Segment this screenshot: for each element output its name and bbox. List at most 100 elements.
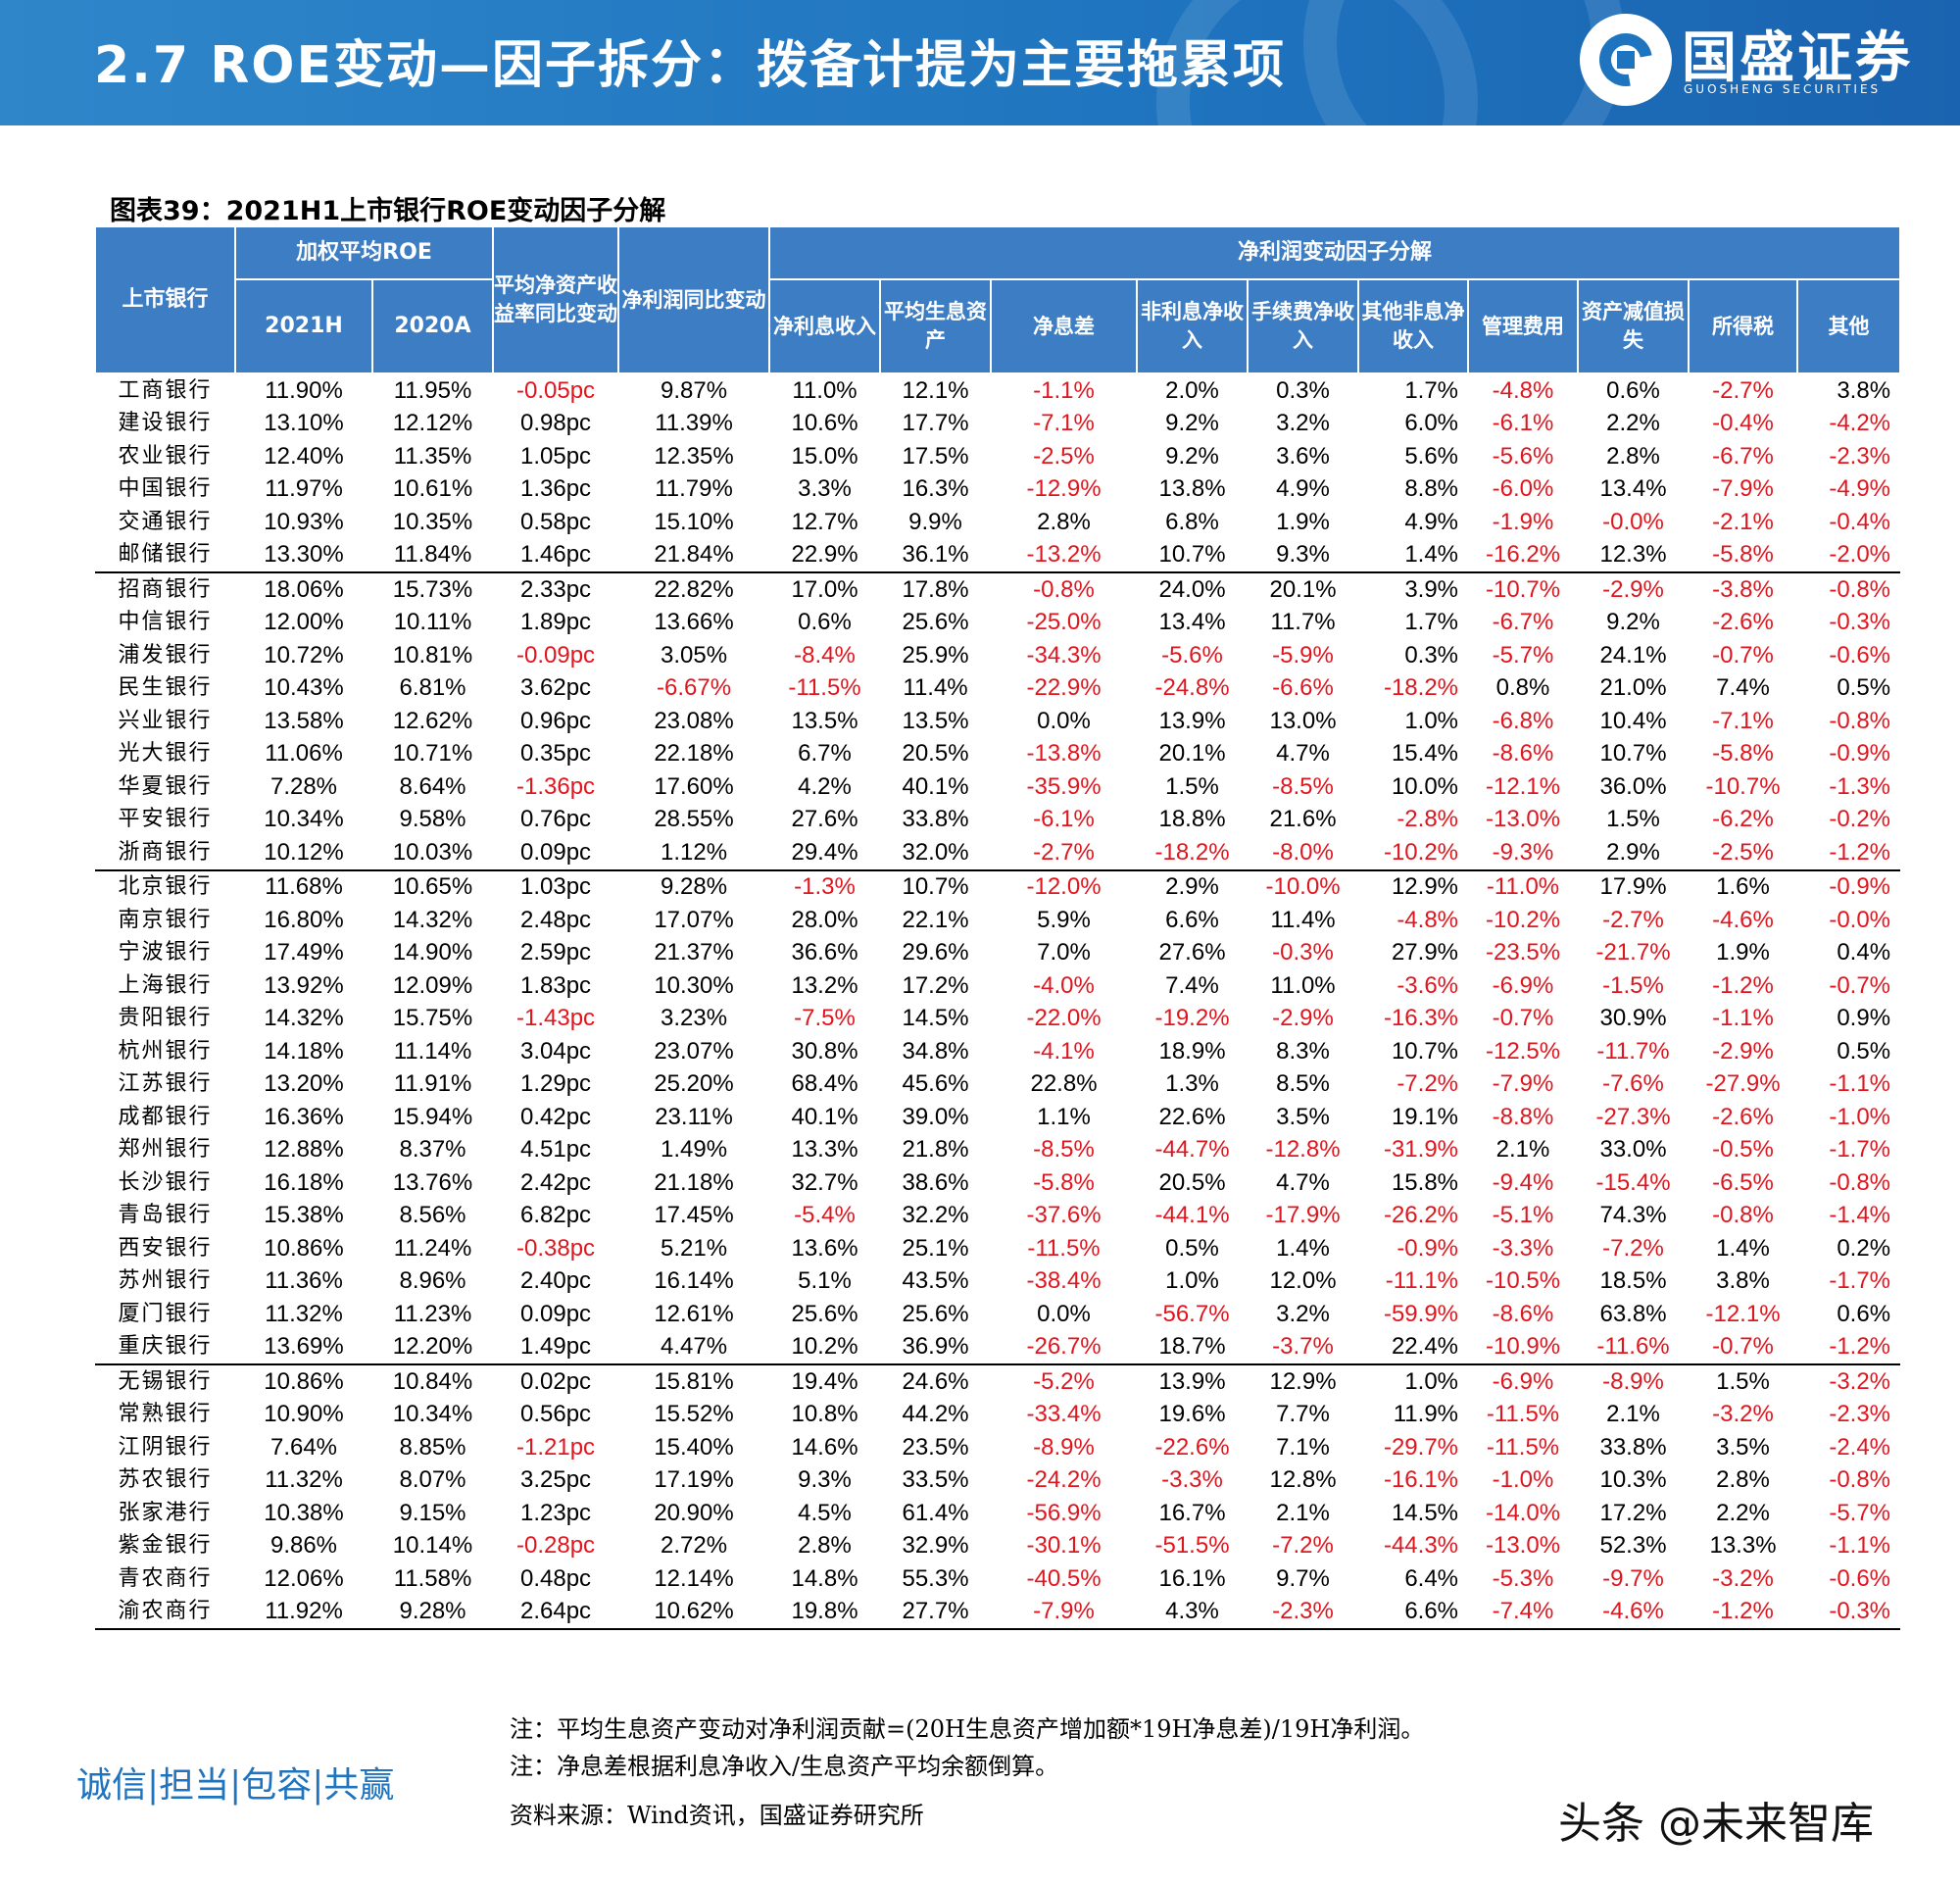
value-cell: -1.1%	[1033, 376, 1095, 404]
value-cell: -1.36pc	[515, 772, 596, 800]
value-cell: -11.6%	[1596, 1333, 1670, 1361]
value-cell: 11.9%	[1393, 1401, 1459, 1428]
value-cell: -1.0%	[1492, 1466, 1554, 1494]
value-cell: 27.6%	[791, 806, 858, 833]
value-cell: -6.7%	[1492, 609, 1554, 636]
value-cell: 0.2%	[1837, 1234, 1891, 1262]
value-cell: 10.8%	[791, 1401, 858, 1428]
value-cell: -14.0%	[1485, 1499, 1561, 1526]
value-cell: 10.14%	[392, 1532, 473, 1560]
value-cell: 0.96pc	[519, 707, 592, 734]
value-cell: 3.05%	[660, 641, 728, 669]
value-cell: 12.35%	[654, 442, 734, 470]
bank-name-cell: 建设银行	[118, 411, 213, 436]
value-cell: 2.1%	[1606, 1401, 1660, 1428]
value-cell: 19.4%	[769, 1363, 881, 1399]
value-cell: 11.36%	[265, 1267, 343, 1295]
value-cell: 4.9%	[1276, 475, 1330, 503]
value-cell: 1.03pc	[493, 868, 619, 904]
value-cell: 8.56%	[399, 1202, 466, 1229]
value-cell: -3.3%	[1161, 1466, 1223, 1494]
value-cell: 0.98pc	[519, 410, 592, 437]
value-cell: 21.84%	[654, 541, 734, 569]
bank-name-cell: 华夏银行	[118, 773, 213, 799]
value-cell: -3.3%	[1492, 1234, 1554, 1262]
col-header-factor: 资产减值损失	[1577, 278, 1690, 374]
value-cell: 9.3%	[798, 1466, 852, 1494]
value-cell: 0.8%	[1495, 674, 1550, 702]
value-cell: -4.6%	[1712, 906, 1774, 933]
value-cell: -24.2%	[1026, 1466, 1102, 1494]
value-cell: -26.7%	[1026, 1333, 1102, 1361]
value-cell: 12.7%	[791, 508, 858, 535]
value-cell: -8.6%	[1492, 740, 1554, 768]
value-cell: -7.1%	[1033, 410, 1095, 437]
value-cell: -8.8%	[1492, 1103, 1554, 1130]
value-cell: 1.83pc	[519, 971, 592, 999]
table-row: 交通银行 10.93% 10.35% 0.58pc 15.10% 12.7% 9.9% 2.8…	[95, 506, 1900, 539]
guosheng-logo-icon	[1580, 14, 1672, 106]
value-cell: -0.8%	[1797, 571, 1901, 607]
value-cell: -21.7%	[1595, 939, 1671, 966]
value-cell: -7.1%	[1712, 707, 1774, 734]
value-cell: 4.47%	[660, 1333, 728, 1361]
value-cell: 9.15%	[399, 1499, 466, 1526]
table-row: 江苏银行 13.20% 11.91% 1.29pc 25.20% 68.4% 45.6% 22…	[95, 1068, 1900, 1102]
value-cell: -6.0%	[1492, 475, 1554, 503]
value-cell: -1.2%	[1689, 1595, 1798, 1630]
value-cell: 12.1%	[902, 376, 969, 404]
value-cell: -3.8%	[1689, 571, 1798, 607]
value-cell: 0.5%	[1165, 1234, 1219, 1262]
value-cell: 11.58%	[393, 1564, 472, 1592]
value-cell: -8.0%	[1272, 838, 1334, 866]
value-cell: 15.52%	[654, 1401, 734, 1428]
table-body: 工商银行 11.90% 11.95% -0.05pc 9.87% 11.0% 12.1% -1…	[95, 373, 1901, 1630]
value-cell: 10.62%	[618, 1595, 770, 1630]
value-cell: 1.3%	[1165, 1070, 1219, 1098]
bank-name-cell: 邮储银行	[118, 542, 213, 568]
value-cell: 1.05pc	[519, 442, 592, 470]
value-cell: -11.0%	[1468, 868, 1579, 904]
bank-name-cell: 南京银行	[118, 907, 213, 932]
value-cell: 3.2%	[1276, 1300, 1330, 1327]
value-cell: 45.6%	[902, 1070, 969, 1098]
bank-name-cell: 张家港行	[118, 1500, 213, 1525]
value-cell: 11.0%	[1270, 971, 1336, 999]
value-cell: -6.8%	[1492, 707, 1554, 734]
value-cell: -9.4%	[1492, 1168, 1554, 1196]
value-cell: 0.6%	[1606, 376, 1660, 404]
value-cell: -37.6%	[1026, 1202, 1102, 1229]
value-cell: 13.5%	[791, 707, 858, 734]
banner-decoration	[1303, 0, 1625, 125]
value-cell: 9.2%	[1606, 609, 1660, 636]
value-cell: 9.58%	[399, 806, 466, 833]
value-cell: 74.3%	[1599, 1202, 1667, 1229]
value-cell: -6.67%	[656, 674, 732, 702]
value-cell: 6.82pc	[519, 1202, 592, 1229]
value-cell: 3.6%	[1276, 442, 1330, 470]
value-cell: -12.9%	[1026, 475, 1102, 503]
value-cell: 27.6%	[1158, 939, 1226, 966]
value-cell: -0.9%	[1829, 740, 1891, 768]
value-cell: -11.5%	[788, 674, 861, 702]
bank-name-cell: 青岛银行	[118, 1203, 213, 1228]
value-cell: 0.56pc	[519, 1401, 592, 1428]
table-row: 重庆银行 13.69% 12.20% 1.49pc 4.47% 10.2% 36.9% -26…	[95, 1331, 1900, 1365]
table-row: 无锡银行 10.86% 10.84% 0.02pc 15.81% 19.4% 24.6% -5…	[95, 1363, 1901, 1399]
value-cell: -2.6%	[1712, 1103, 1774, 1130]
table-row: 紫金银行 9.86% 10.14% -0.28pc 2.72% 2.8% 32.9% -30.…	[95, 1530, 1900, 1563]
value-cell: 17.7%	[902, 410, 969, 437]
value-cell: -8.5%	[1033, 1136, 1095, 1164]
value-cell: 22.1%	[902, 906, 969, 933]
value-cell: -1.7%	[1829, 1267, 1891, 1295]
table-row: 苏农银行 11.32% 8.07% 3.25pc 17.19% 9.3% 33.5% -24.…	[95, 1464, 1900, 1498]
value-cell: -0.2%	[1829, 806, 1891, 833]
value-cell: -35.9%	[1026, 772, 1102, 800]
value-cell: 0.58pc	[519, 508, 592, 535]
value-cell: 12.3%	[1599, 541, 1667, 569]
value-cell: -10.7%	[1468, 571, 1579, 607]
value-cell: 7.28%	[270, 772, 338, 800]
value-cell: 11.84%	[393, 541, 472, 569]
value-cell: 12.14%	[654, 1564, 734, 1592]
value-cell: 0.42pc	[519, 1103, 592, 1130]
